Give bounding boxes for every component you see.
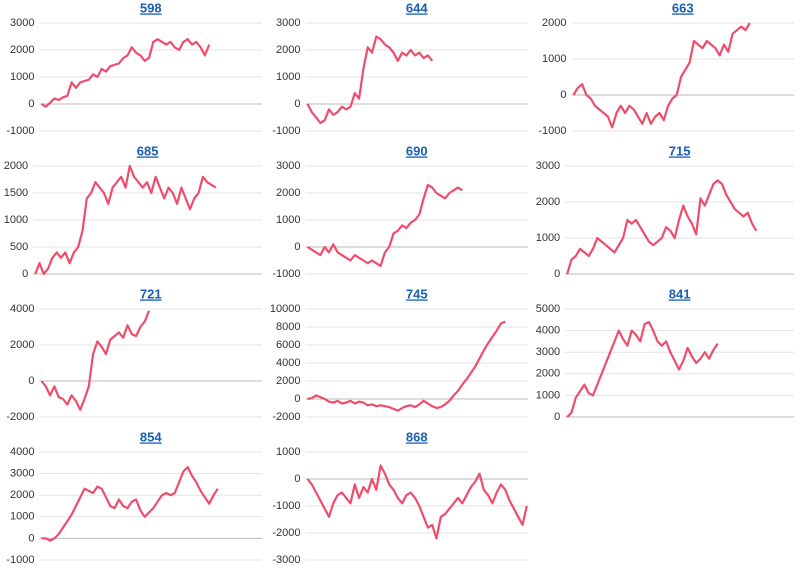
y-tick-label: 2000 [276, 44, 300, 56]
y-tick-label: 3000 [276, 17, 300, 29]
chart: 0 1000 2000 3000 4000 5000 841 [536, 286, 794, 423]
line-series [40, 38, 211, 108]
y-tick-label: 2000 [536, 196, 560, 208]
chart-title[interactable]: 854 [140, 429, 162, 444]
y-tick-label: 1000 [276, 446, 300, 458]
y-tick-label: -2000 [272, 411, 300, 423]
y-tick-label: 2000 [10, 339, 34, 351]
y-tick-label: 0 [554, 411, 560, 423]
chart: -3000 -2000 -1000 0 1000 868 [272, 429, 528, 566]
y-tick-label: 1000 [10, 511, 34, 523]
line-series [306, 183, 463, 267]
chart: -2000 0 2000 4000 6000 8000 10000 745 [270, 286, 528, 423]
y-tick-label: 2000 [10, 489, 34, 501]
chart: -1000 0 1000 2000 663 [538, 0, 794, 137]
y-tick-label: 8000 [276, 321, 300, 333]
y-tick-label: 2000 [276, 375, 300, 387]
y-tick-label: -2000 [6, 411, 34, 423]
y-tick-label: -1000 [272, 268, 300, 280]
y-tick-label: -1000 [272, 125, 300, 137]
chart-title[interactable]: 841 [669, 286, 691, 301]
y-tick-label: 0 [294, 473, 300, 485]
y-tick-label: 0 [28, 98, 34, 110]
y-tick-label: 1000 [276, 71, 300, 83]
line-series [307, 320, 506, 412]
y-tick-label: 4000 [10, 446, 34, 458]
y-tick-label: 1000 [10, 71, 34, 83]
y-tick-label: 2000 [10, 44, 34, 56]
y-tick-label: 1000 [536, 232, 560, 244]
y-tick-label: 1000 [542, 53, 566, 65]
y-tick-label: 0 [294, 393, 300, 405]
chart-title[interactable]: 690 [406, 143, 428, 158]
y-tick-label: -1000 [272, 500, 300, 512]
y-tick-label: 0 [28, 532, 34, 544]
y-tick-label: -1000 [538, 125, 566, 137]
y-tick-label: 3000 [10, 17, 34, 29]
y-tick-label: 6000 [276, 339, 300, 351]
line-series [306, 35, 434, 125]
chart-title[interactable]: 715 [669, 143, 691, 158]
y-tick-label: 4000 [276, 357, 300, 369]
y-tick-label: 0 [28, 375, 34, 387]
chart-title[interactable]: 598 [140, 0, 162, 15]
chart: -1000 0 1000 2000 3000 598 [6, 0, 262, 137]
y-tick-label: 1000 [536, 389, 560, 401]
line-series [34, 164, 217, 276]
y-tick-label: -3000 [272, 554, 300, 566]
y-tick-label: 0 [294, 98, 300, 110]
chart: -1000 0 1000 2000 3000 644 [272, 0, 528, 137]
chart-title[interactable]: 663 [672, 0, 694, 15]
y-tick-label: 500 [10, 241, 28, 253]
y-tick-label: 2000 [536, 368, 560, 380]
chart-title[interactable]: 685 [137, 143, 159, 158]
y-tick-label: 2000 [4, 160, 28, 172]
y-tick-label: 3000 [536, 346, 560, 358]
y-tick-label: 0 [294, 241, 300, 253]
line-series [572, 22, 751, 129]
line-series [306, 464, 528, 540]
y-tick-label: 1000 [4, 214, 28, 226]
y-tick-label: 4000 [10, 303, 34, 315]
chart: 0 500 1000 1500 2000 685 [4, 143, 262, 280]
chart: 0 1000 2000 3000 715 [536, 143, 794, 280]
y-tick-label: 3000 [276, 160, 300, 172]
y-tick-label: 1500 [4, 187, 28, 199]
y-tick-label: -1000 [6, 554, 34, 566]
chart: -1000 0 1000 2000 3000 4000 854 [6, 429, 262, 566]
y-tick-label: 0 [560, 89, 566, 101]
y-tick-label: 5000 [536, 303, 560, 315]
y-tick-label: 3000 [10, 468, 34, 480]
y-tick-label: 10000 [270, 303, 301, 315]
y-tick-label: -2000 [272, 527, 300, 539]
line-series [566, 320, 719, 418]
y-tick-label: 1000 [276, 214, 300, 226]
chart-title[interactable]: 868 [406, 429, 428, 444]
chart-title[interactable]: 745 [406, 286, 428, 301]
line-series [566, 179, 758, 275]
chart-title[interactable]: 721 [140, 286, 162, 301]
y-tick-label: 3000 [536, 160, 560, 172]
y-tick-label: 0 [554, 268, 560, 280]
line-series [41, 466, 219, 542]
y-tick-label: -1000 [6, 125, 34, 137]
y-tick-label: 0 [22, 268, 28, 280]
y-tick-label: 2000 [276, 187, 300, 199]
chart: -2000 0 2000 4000 721 [6, 286, 262, 423]
line-series [40, 310, 151, 411]
y-tick-label: 2000 [542, 17, 566, 29]
chart-title[interactable]: 644 [406, 0, 428, 15]
chart: -1000 0 1000 2000 3000 690 [272, 143, 528, 280]
y-tick-label: 4000 [536, 325, 560, 337]
